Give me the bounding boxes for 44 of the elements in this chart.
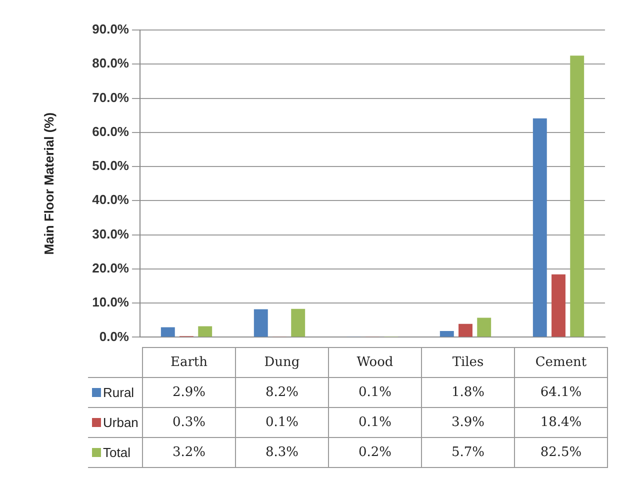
data-label: 0.3% xyxy=(142,408,236,438)
y-tick-label: 90.0% xyxy=(92,22,130,37)
data-label: 0.2% xyxy=(328,438,422,468)
bar xyxy=(198,326,212,337)
bar xyxy=(570,56,584,337)
y-tick-label: 0.0% xyxy=(99,328,130,344)
x-tick-label: Dung xyxy=(236,348,328,378)
data-label: 5.7% xyxy=(422,438,514,468)
x-tick-label: Earth xyxy=(142,348,236,378)
x-tick-label: Wood xyxy=(328,348,422,378)
y-axis-title: Main Floor Material (%) xyxy=(41,112,56,255)
x-tick-label: Cement xyxy=(514,348,608,378)
y-tick-label: 20.0% xyxy=(92,260,130,276)
y-tick-label: 70.0% xyxy=(92,90,130,105)
y-tick-label: 10.0% xyxy=(92,294,130,310)
data-label: 0.1% xyxy=(236,408,328,438)
data-label: 0.1% xyxy=(328,378,422,408)
y-tick-label: 60.0% xyxy=(92,124,130,139)
data-label: 0.1% xyxy=(328,408,422,438)
data-label: 1.8% xyxy=(422,378,514,408)
data-label: 2.9% xyxy=(142,378,236,408)
data-label: 3.2% xyxy=(142,438,236,468)
y-tick-label: 80.0% xyxy=(92,56,130,71)
y-tick-label: 50.0% xyxy=(92,158,130,174)
data-label: 3.9% xyxy=(422,408,514,438)
bar xyxy=(254,309,268,337)
bar xyxy=(552,274,566,337)
x-tick-label: Tiles xyxy=(422,348,514,378)
data-label: 82.5% xyxy=(514,438,608,468)
bar xyxy=(532,118,547,337)
bar xyxy=(291,308,306,337)
bar xyxy=(440,331,454,337)
legend-label: Urban xyxy=(88,408,142,438)
bar xyxy=(160,327,175,337)
data-label: 18.4% xyxy=(514,408,608,438)
data-label: 8.3% xyxy=(236,438,328,468)
y-tick-label: 30.0% xyxy=(92,226,130,242)
legend-label: Total xyxy=(88,438,142,468)
legend-label: Rural xyxy=(88,378,142,408)
data-label: 64.1% xyxy=(514,378,608,408)
data-label: 8.2% xyxy=(236,378,328,408)
bar xyxy=(477,318,492,337)
bar xyxy=(458,324,472,337)
y-tick-label: 40.0% xyxy=(92,192,130,208)
